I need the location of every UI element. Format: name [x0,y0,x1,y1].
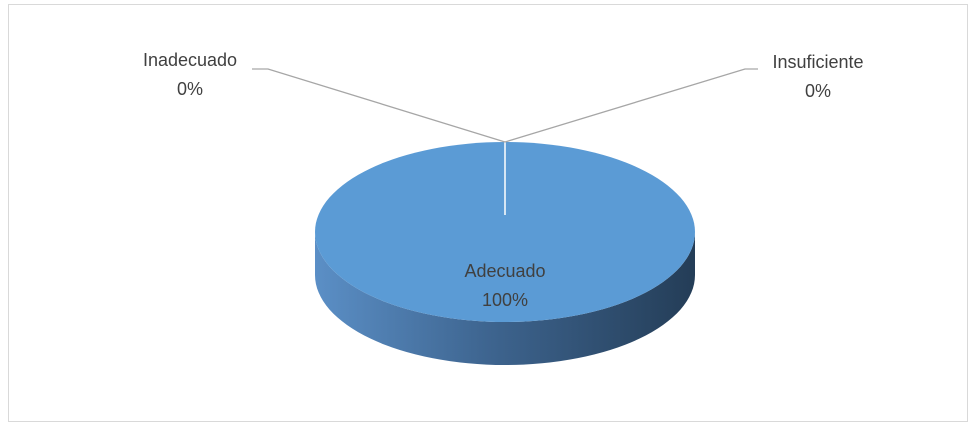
data-label-inadecuado-name: Inadecuado [143,50,237,70]
pie-slice-side-adecuado [315,232,695,365]
data-label-inadecuado-percent: 0% [177,79,203,99]
data-label-adecuado-percent: 100% [482,290,528,310]
data-label-insuficiente-name: Insuficiente [772,52,863,72]
data-label-insuficiente-percent: 0% [805,81,831,101]
pie-slice-adecuado [315,142,695,322]
leader-line-insuficiente [504,68,758,143]
leader-line-inadecuado [252,68,506,143]
data-label-adecuado-name: Adecuado [464,261,545,281]
